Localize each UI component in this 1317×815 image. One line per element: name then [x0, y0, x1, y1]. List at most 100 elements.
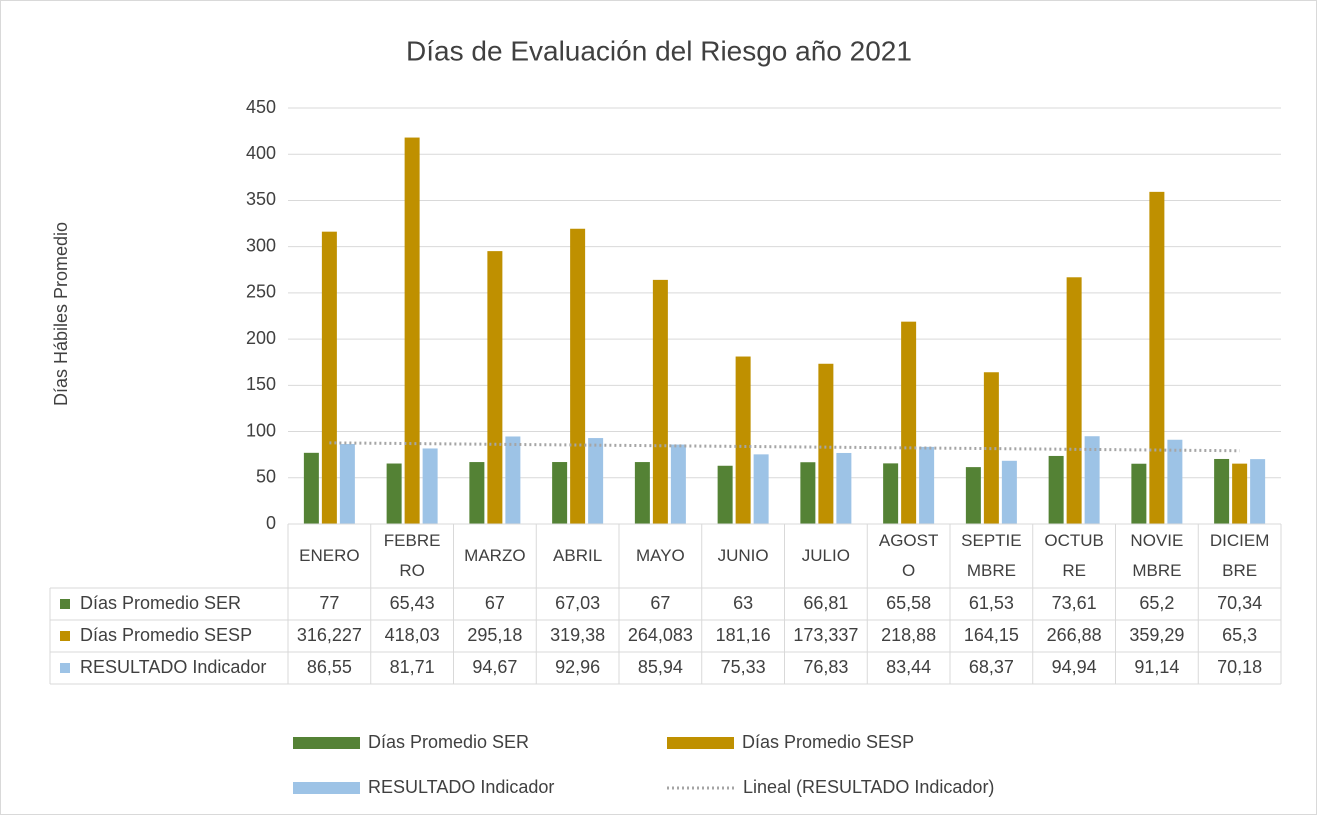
legend-label: Lineal (RESULTADO Indicador) — [743, 777, 994, 797]
table-value: 316,227 — [297, 625, 362, 645]
bar — [753, 454, 769, 524]
bar — [321, 231, 337, 524]
x-tick-label: JUNIO — [717, 546, 769, 565]
legend-key — [60, 599, 70, 609]
table-value: 65,3 — [1222, 625, 1257, 645]
x-tick-label: OCTUBRE — [1044, 531, 1104, 580]
bar — [965, 467, 981, 524]
table-row-label: Días Promedio SESP — [80, 625, 252, 645]
table-value: 63 — [733, 593, 753, 613]
bar — [552, 462, 568, 524]
x-category-cell: AGOSTO — [878, 531, 939, 580]
table-value: 83,44 — [886, 657, 931, 677]
table-value: 61,53 — [969, 593, 1014, 613]
x-tick-label: NOVIEMBRE — [1130, 531, 1184, 580]
bar — [1149, 191, 1165, 524]
legend-label: RESULTADO Indicador — [368, 777, 554, 797]
x-category-cell: JUNIO — [717, 546, 769, 565]
x-tick-label: ABRIL — [553, 546, 603, 565]
x-category-cell: NOVIEMBRE — [1130, 531, 1184, 580]
table-value: 94,67 — [472, 657, 517, 677]
table-value: 86,55 — [307, 657, 352, 677]
bar — [1250, 459, 1266, 524]
table-value: 75,33 — [721, 657, 766, 677]
legend-label: Días Promedio SESP — [742, 732, 914, 752]
bar — [487, 251, 503, 524]
table-value: 94,94 — [1052, 657, 1097, 677]
table-value: 70,34 — [1217, 593, 1262, 613]
x-tick-label: MARZO — [464, 546, 526, 565]
table-value: 76,83 — [803, 657, 848, 677]
table-value: 173,337 — [793, 625, 858, 645]
bar — [1048, 455, 1064, 524]
bar — [570, 228, 586, 525]
y-tick-label: 300 — [246, 235, 276, 255]
y-tick-label: 250 — [246, 282, 276, 302]
table-value: 67 — [650, 593, 670, 613]
bar — [1001, 460, 1017, 524]
x-category-cell: MAYO — [635, 546, 685, 565]
legend-key — [60, 663, 70, 673]
bar — [588, 438, 604, 524]
y-tick-label: 400 — [246, 143, 276, 163]
y-tick-label: 0 — [266, 513, 276, 533]
bar — [919, 446, 935, 524]
x-category-cell: MARZO — [464, 546, 526, 565]
table-value: 65,43 — [390, 593, 435, 613]
bar — [800, 462, 816, 524]
bar — [505, 436, 521, 524]
y-tick-label: 100 — [246, 420, 276, 440]
table-value: 65,58 — [886, 593, 931, 613]
table-value: 92,96 — [555, 657, 600, 677]
legend-key — [60, 631, 70, 641]
x-category-cell: SEPTIEMBRE — [961, 531, 1021, 580]
x-category-cell: JULIO — [802, 546, 850, 565]
table-value: 65,2 — [1139, 593, 1174, 613]
bar — [422, 448, 438, 524]
legend-swatch — [293, 737, 360, 749]
table-value: 295,18 — [467, 625, 522, 645]
table-value: 66,81 — [803, 593, 848, 613]
table-value: 67,03 — [555, 593, 600, 613]
x-tick-label: AGOSTO — [878, 531, 939, 580]
table-row-label: RESULTADO Indicador — [80, 657, 266, 677]
table-value: 418,03 — [385, 625, 440, 645]
y-tick-label: 350 — [246, 189, 276, 209]
bar — [717, 465, 733, 524]
table-row-label: Días Promedio SER — [80, 593, 241, 613]
bar — [818, 363, 834, 524]
bar — [836, 452, 852, 524]
bar — [670, 444, 686, 524]
legend-swatch — [667, 737, 734, 749]
bar — [983, 372, 999, 524]
table-value: 73,61 — [1052, 593, 1097, 613]
y-tick-label: 50 — [256, 467, 276, 487]
x-category-cell: DICIEMBRE — [1209, 531, 1270, 580]
bar — [634, 462, 650, 524]
table-value: 77 — [319, 593, 339, 613]
legend-label: Días Promedio SER — [368, 732, 529, 752]
bar — [1167, 439, 1183, 524]
bar — [339, 443, 355, 524]
bar — [1066, 277, 1082, 524]
chart-title: Días de Evaluación del Riesgo año 2021 — [406, 35, 912, 66]
bar — [404, 137, 420, 524]
bar — [735, 356, 751, 524]
table-value: 264,083 — [628, 625, 693, 645]
table-value: 70,18 — [1217, 657, 1262, 677]
bar — [901, 321, 917, 524]
table-value: 91,14 — [1134, 657, 1179, 677]
trendline — [329, 441, 1240, 453]
bar — [1232, 463, 1248, 524]
table-value: 218,88 — [881, 625, 936, 645]
x-tick-label: DICIEMBRE — [1209, 531, 1270, 580]
table-value: 67 — [485, 593, 505, 613]
bar — [1131, 463, 1147, 524]
x-tick-label: ENERO — [299, 546, 360, 565]
bar — [883, 463, 899, 524]
table-value: 68,37 — [969, 657, 1014, 677]
y-tick-label: 450 — [246, 97, 276, 117]
x-tick-label: MAYO — [635, 546, 685, 565]
bar — [652, 279, 668, 524]
table-value: 319,38 — [550, 625, 605, 645]
